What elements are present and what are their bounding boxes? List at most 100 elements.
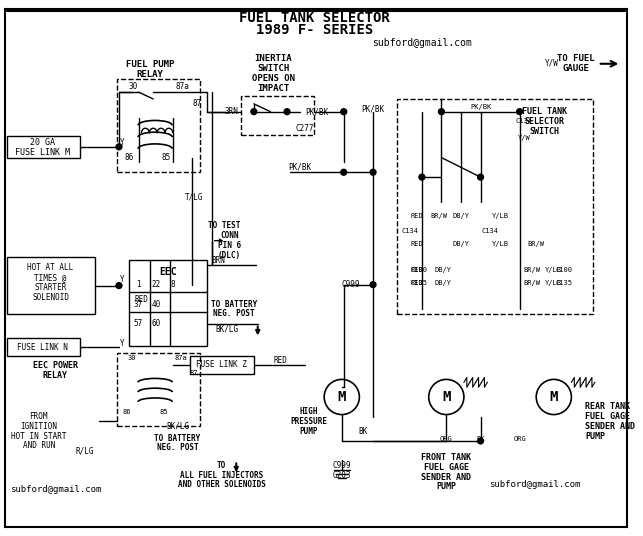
Text: RED: RED: [411, 267, 423, 273]
Text: FROM: FROM: [30, 412, 48, 421]
Text: BRN: BRN: [212, 256, 226, 265]
Text: Y/LB: Y/LB: [545, 267, 563, 273]
Text: C135: C135: [410, 280, 427, 286]
Text: FUSE LINK M: FUSE LINK M: [15, 148, 70, 157]
Text: C100: C100: [410, 267, 427, 273]
Text: EEC POWER: EEC POWER: [33, 361, 78, 370]
Text: Y: Y: [120, 339, 124, 348]
Circle shape: [341, 169, 347, 175]
Text: CONN: CONN: [220, 231, 239, 240]
Text: 1989 F- SERIES: 1989 F- SERIES: [256, 23, 373, 36]
Text: IGNITION: IGNITION: [21, 422, 57, 431]
Circle shape: [536, 379, 572, 414]
Text: PIN 6: PIN 6: [218, 241, 241, 250]
Circle shape: [370, 282, 376, 287]
Text: FUSE LINK N: FUSE LINK N: [17, 343, 68, 352]
Circle shape: [116, 282, 122, 288]
Text: FUEL PUMP: FUEL PUMP: [126, 60, 174, 69]
Text: RELAY: RELAY: [137, 70, 164, 79]
Text: subford@gmail.com: subford@gmail.com: [372, 38, 472, 48]
Text: RELAY: RELAY: [43, 371, 68, 380]
Text: R/LG: R/LG: [75, 446, 94, 455]
Text: SWITCH: SWITCH: [257, 64, 289, 73]
Text: DB/Y: DB/Y: [435, 280, 452, 286]
Text: BR/W: BR/W: [524, 280, 541, 286]
Circle shape: [419, 174, 425, 180]
Circle shape: [116, 144, 122, 150]
Text: 37: 37: [134, 300, 143, 309]
Text: ORG: ORG: [440, 436, 453, 442]
Text: OPENS ON: OPENS ON: [252, 74, 295, 83]
Text: GAUGE: GAUGE: [563, 64, 590, 73]
Bar: [117, 353, 200, 426]
Text: IMPACT: IMPACT: [257, 84, 289, 93]
Text: 57: 57: [134, 319, 143, 328]
Text: 87a: 87a: [174, 355, 187, 361]
Text: TIMES @: TIMES @: [34, 273, 67, 282]
Text: 22: 22: [152, 280, 161, 289]
Text: C999: C999: [332, 461, 351, 470]
Text: INERTIA: INERTIA: [255, 54, 292, 63]
Text: PUMP: PUMP: [585, 431, 605, 441]
Text: SENDER AND: SENDER AND: [585, 422, 635, 431]
Text: 8: 8: [170, 280, 175, 289]
Bar: [190, 356, 254, 374]
Text: PK/BK: PK/BK: [361, 104, 385, 113]
Text: Y/W: Y/W: [518, 135, 531, 141]
Bar: [397, 99, 593, 314]
Text: 85: 85: [159, 408, 168, 415]
Circle shape: [429, 379, 464, 414]
Text: FUEL GAGE: FUEL GAGE: [585, 412, 630, 421]
Text: FUSE LINK Z: FUSE LINK Z: [196, 360, 247, 369]
Circle shape: [370, 169, 376, 175]
Circle shape: [517, 109, 523, 115]
Text: PRESSURE: PRESSURE: [290, 417, 327, 426]
Circle shape: [284, 109, 290, 115]
Circle shape: [478, 174, 484, 180]
Text: C999: C999: [342, 280, 360, 289]
Bar: [129, 260, 207, 346]
Text: 40: 40: [152, 300, 161, 309]
Text: Y/LB: Y/LB: [491, 213, 509, 219]
Text: TO BATTERY: TO BATTERY: [154, 434, 201, 443]
Text: Y/LB: Y/LB: [545, 280, 563, 286]
Text: TO FUEL: TO FUEL: [557, 54, 595, 63]
Text: DB/Y: DB/Y: [435, 267, 452, 273]
Text: RED: RED: [411, 241, 423, 247]
Text: REAR TANK: REAR TANK: [585, 402, 630, 411]
Text: RED: RED: [411, 213, 423, 219]
Text: 1: 1: [136, 280, 141, 289]
Text: PUMP: PUMP: [299, 427, 318, 436]
Text: C100: C100: [555, 267, 572, 273]
Text: HOT IN START: HOT IN START: [11, 431, 67, 441]
Text: STARTER: STARTER: [34, 283, 67, 292]
Bar: [6, 338, 80, 356]
Text: FRONT TANK: FRONT TANK: [421, 453, 471, 462]
Text: subford@gmail.com: subford@gmail.com: [489, 480, 580, 489]
Text: ORG: ORG: [513, 436, 526, 442]
Text: 60: 60: [152, 319, 161, 328]
Text: 86: 86: [123, 408, 131, 415]
Text: G203: G203: [332, 471, 351, 480]
Bar: [241, 96, 314, 135]
Text: HIGH: HIGH: [299, 407, 318, 416]
Text: BK: BK: [359, 427, 368, 436]
Text: FUEL TANK: FUEL TANK: [521, 107, 566, 116]
Text: 20 GA: 20 GA: [30, 138, 55, 147]
Text: 30: 30: [127, 355, 136, 361]
Text: M: M: [338, 390, 346, 404]
Text: M: M: [442, 390, 451, 404]
Text: AND RUN: AND RUN: [23, 441, 55, 450]
Text: FUEL GAGE: FUEL GAGE: [424, 463, 469, 472]
Text: 87: 87: [192, 99, 202, 108]
Text: BR/W: BR/W: [430, 213, 447, 219]
Circle shape: [439, 109, 444, 115]
Text: PK/BK: PK/BK: [470, 104, 491, 110]
Text: 3RN: 3RN: [224, 107, 239, 116]
Text: Y/W: Y/W: [545, 58, 559, 68]
Bar: [6, 136, 80, 158]
Text: BK/LG: BK/LG: [166, 422, 189, 431]
Text: SOLENOID: SOLENOID: [32, 293, 69, 302]
Text: HOT AT ALL: HOT AT ALL: [28, 264, 74, 272]
Bar: [117, 79, 200, 172]
